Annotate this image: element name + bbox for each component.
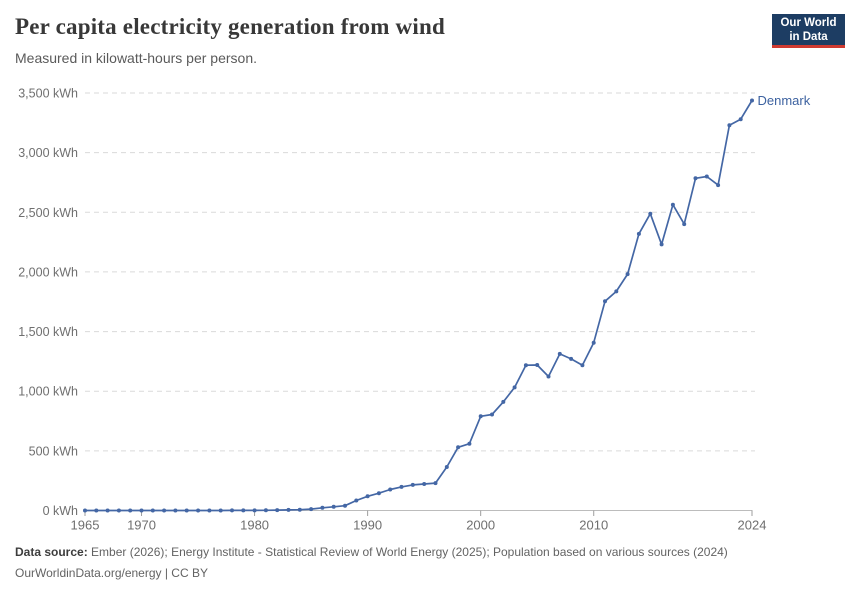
- data-point[interactable]: [94, 508, 99, 513]
- data-point[interactable]: [388, 487, 393, 492]
- data-point[interactable]: [727, 123, 732, 128]
- data-point[interactable]: [252, 508, 257, 513]
- data-point[interactable]: [105, 508, 110, 513]
- data-point[interactable]: [546, 374, 551, 379]
- data-point[interactable]: [343, 503, 347, 508]
- y-axis-tick-label: 1,000 kWh: [18, 385, 78, 399]
- x-axis-tick-label: 1965: [71, 518, 100, 533]
- data-point[interactable]: [648, 211, 653, 216]
- data-point[interactable]: [173, 508, 178, 513]
- data-point[interactable]: [456, 445, 461, 450]
- data-point[interactable]: [320, 505, 325, 510]
- data-point[interactable]: [682, 222, 687, 227]
- data-point[interactable]: [490, 412, 494, 417]
- page-title: Per capita electricity generation from w…: [15, 14, 445, 39]
- data-point[interactable]: [83, 508, 87, 513]
- x-axis-tick-label: 2024: [738, 518, 767, 533]
- series-label-denmark[interactable]: Denmark: [758, 93, 811, 108]
- x-axis-tick-label: 1970: [127, 518, 156, 533]
- y-axis-tick-label: 2,000 kWh: [18, 265, 78, 279]
- data-source-text: Ember (2026); Energy Institute - Statist…: [87, 545, 728, 559]
- data-point[interactable]: [444, 465, 449, 469]
- data-point[interactable]: [670, 202, 675, 207]
- data-point[interactable]: [116, 508, 121, 513]
- owid-logo-line2: in Data: [789, 30, 828, 43]
- data-point[interactable]: [365, 494, 370, 499]
- data-point[interactable]: [184, 508, 189, 513]
- data-point[interactable]: [331, 504, 336, 509]
- data-point[interactable]: [693, 176, 698, 181]
- y-axis-tick-label: 0 kWh: [43, 504, 78, 518]
- data-point[interactable]: [580, 363, 585, 368]
- data-point[interactable]: [501, 399, 506, 404]
- x-axis-tick-label: 1980: [240, 518, 269, 533]
- x-axis-tick-label: 1990: [353, 518, 382, 533]
- data-point[interactable]: [591, 340, 596, 345]
- data-point[interactable]: [139, 508, 144, 513]
- data-point[interactable]: [636, 231, 641, 236]
- data-point[interactable]: [433, 481, 438, 486]
- data-point[interactable]: [535, 363, 540, 367]
- data-point[interactable]: [523, 363, 528, 368]
- data-point[interactable]: [625, 272, 630, 277]
- x-axis-tick-label: 2010: [579, 518, 608, 533]
- data-point[interactable]: [354, 498, 359, 503]
- license-text[interactable]: OurWorldinData.org/energy | CC BY: [15, 566, 208, 580]
- data-point[interactable]: [376, 491, 381, 496]
- data-point[interactable]: [263, 508, 268, 513]
- data-point[interactable]: [569, 356, 574, 361]
- data-point[interactable]: [150, 508, 155, 513]
- owid-logo[interactable]: Our World in Data: [772, 14, 845, 48]
- data-point[interactable]: [241, 508, 246, 513]
- data-point[interactable]: [196, 508, 201, 513]
- data-point[interactable]: [399, 484, 404, 489]
- y-axis-tick-label: 2,500 kWh: [18, 206, 78, 220]
- data-source-note: Data source: Ember (2026); Energy Instit…: [15, 545, 728, 559]
- data-point[interactable]: [716, 183, 721, 188]
- data-point[interactable]: [557, 351, 562, 356]
- data-point[interactable]: [422, 482, 427, 486]
- data-point[interactable]: [478, 414, 483, 419]
- data-point[interactable]: [230, 508, 234, 513]
- data-point[interactable]: [704, 174, 709, 179]
- data-point[interactable]: [218, 508, 223, 513]
- data-point[interactable]: [467, 441, 472, 446]
- data-point[interactable]: [410, 482, 415, 487]
- data-point[interactable]: [614, 289, 619, 294]
- data-point[interactable]: [603, 299, 607, 304]
- owid-logo-line1: Our World: [780, 17, 837, 29]
- data-point[interactable]: [738, 117, 743, 122]
- y-axis-tick-label: 3,000 kWh: [18, 146, 78, 160]
- data-point[interactable]: [309, 507, 314, 512]
- data-point[interactable]: [512, 385, 517, 390]
- data-source-label: Data source:: [15, 545, 88, 559]
- data-point[interactable]: [275, 508, 280, 513]
- series-line-denmark[interactable]: [84, 99, 753, 512]
- y-axis-tick-label: 3,500 kWh: [18, 87, 78, 101]
- data-point[interactable]: [659, 242, 664, 247]
- data-point[interactable]: [207, 508, 212, 513]
- y-axis-tick-label: 1,500 kWh: [18, 325, 78, 339]
- data-point[interactable]: [162, 508, 167, 513]
- data-point[interactable]: [750, 98, 754, 103]
- data-point[interactable]: [297, 507, 302, 512]
- x-axis-tick-label: 2000: [466, 518, 495, 533]
- data-point[interactable]: [286, 507, 291, 512]
- chart-subtitle: Measured in kilowatt-hours per person.: [15, 50, 258, 66]
- data-point[interactable]: [128, 508, 133, 513]
- y-axis-tick-label: 500 kWh: [29, 444, 78, 458]
